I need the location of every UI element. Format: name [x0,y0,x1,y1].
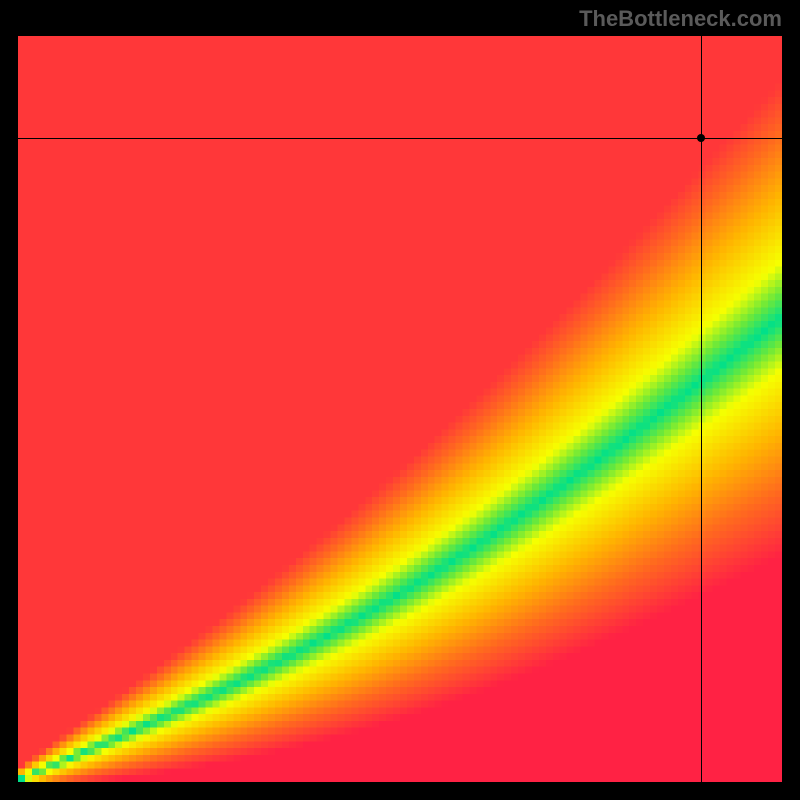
crosshair-marker-dot [697,134,705,142]
bottleneck-heatmap [18,36,782,782]
crosshair-vertical [701,36,702,782]
heatmap-canvas [18,36,782,782]
crosshair-horizontal [18,138,782,139]
watermark-text: TheBottleneck.com [579,6,782,32]
